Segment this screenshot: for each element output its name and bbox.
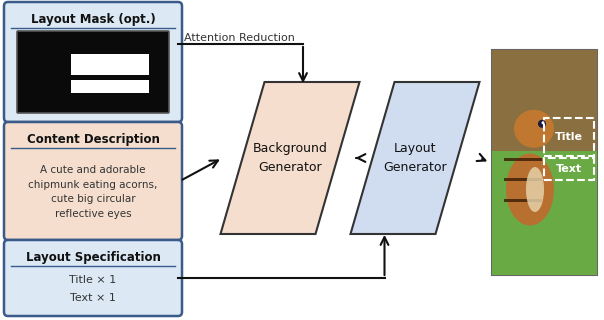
Text: Layout Specification: Layout Specification bbox=[25, 251, 161, 263]
Circle shape bbox=[542, 121, 544, 124]
Ellipse shape bbox=[506, 154, 554, 226]
Bar bbox=[504, 158, 542, 161]
Text: A cute and adorable
chipmunk eating acorns,
cute big circular
reflective eyes: A cute and adorable chipmunk eating acor… bbox=[28, 165, 158, 219]
FancyBboxPatch shape bbox=[4, 2, 182, 122]
Polygon shape bbox=[350, 82, 480, 234]
FancyBboxPatch shape bbox=[4, 240, 182, 316]
Text: Text: Text bbox=[556, 164, 582, 173]
Text: Title × 1
Text × 1: Title × 1 Text × 1 bbox=[69, 276, 117, 303]
FancyBboxPatch shape bbox=[17, 31, 169, 113]
Ellipse shape bbox=[514, 110, 554, 148]
Polygon shape bbox=[220, 82, 359, 234]
Bar bbox=[71, 80, 149, 93]
Text: Title: Title bbox=[555, 132, 583, 141]
FancyBboxPatch shape bbox=[4, 122, 182, 240]
Text: Content Description: Content Description bbox=[27, 132, 159, 146]
Bar bbox=[544, 157, 594, 180]
Text: Background
Generator: Background Generator bbox=[252, 142, 327, 174]
Text: Layout
Generator: Layout Generator bbox=[383, 142, 447, 174]
Circle shape bbox=[538, 120, 546, 128]
Bar bbox=[71, 54, 149, 75]
Bar bbox=[544, 117, 594, 156]
Bar bbox=[492, 151, 597, 275]
Bar bbox=[504, 198, 542, 202]
Ellipse shape bbox=[526, 167, 544, 212]
Bar bbox=[492, 50, 597, 275]
Text: Layout Mask (opt.): Layout Mask (opt.) bbox=[31, 12, 155, 26]
Bar bbox=[504, 178, 542, 181]
Text: Attention Reduction: Attention Reduction bbox=[184, 33, 295, 43]
Bar bbox=[492, 50, 597, 151]
